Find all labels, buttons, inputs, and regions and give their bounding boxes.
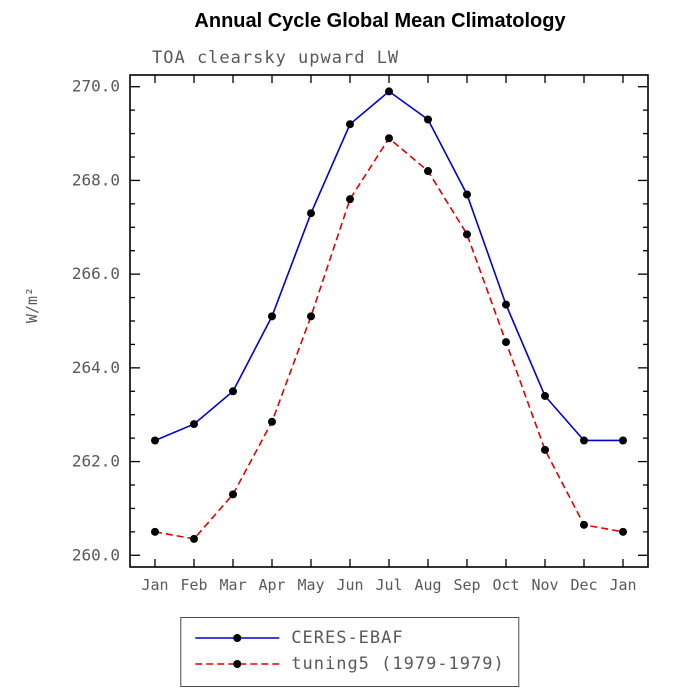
- legend-label-ceres-ebaf: CERES-EBAF: [291, 628, 404, 648]
- y-axis-ticks: 260.0 262.0 264.0 266.0 268.0 270.0: [72, 77, 648, 564]
- x-tick-label: Mar: [219, 576, 246, 594]
- series-line-1: [154, 137, 624, 540]
- legend: CERES-EBAF tuning5 (1979-1979): [180, 617, 520, 687]
- x-tick-label: Jun: [336, 576, 363, 594]
- chart-title: Annual Cycle Global Mean Climatology: [194, 10, 566, 32]
- x-tick-label: Nov: [531, 576, 558, 594]
- axes-frame: [129, 74, 649, 568]
- series-markers-0: [151, 87, 627, 445]
- series-markers-1: [151, 134, 627, 543]
- y-tick-label: 270.0: [72, 77, 120, 96]
- legend-label-tuning5: tuning5 (1979-1979): [291, 654, 505, 674]
- x-tick-label: Dec: [570, 576, 597, 594]
- x-tick-label: Feb: [180, 576, 207, 594]
- x-tick-label: Jul: [375, 576, 402, 594]
- chart-subtitle: TOA clearsky upward LW: [152, 48, 400, 68]
- y-tick-label: 266.0: [72, 264, 120, 283]
- x-tick-label: Aug: [414, 576, 441, 594]
- series-line-0: [154, 90, 623, 442]
- plot-area: 260.0 262.0 264.0 266.0 268.0 270.0 Jan Feb Mar A…: [72, 74, 649, 594]
- x-tick-label: Oct: [492, 576, 519, 594]
- y-tick-label: 260.0: [72, 545, 120, 564]
- legend-item-tuning5: tuning5 (1979-1979): [193, 651, 504, 677]
- x-tick-label: Jan: [141, 576, 168, 594]
- legend-swatch-ceres-ebaf: [195, 634, 280, 642]
- x-tick-label: Sep: [453, 576, 480, 594]
- y-tick-label: 268.0: [72, 170, 120, 189]
- x-axis-ticks: Jan Feb Mar Apr May Jun Jul Aug Sep Oct Nov Dec Jan: [141, 75, 637, 594]
- x-tick-label: Jan: [609, 576, 636, 594]
- legend-item-ceres-ebaf: CERES-EBAF: [193, 625, 504, 651]
- x-tick-label: May: [297, 576, 324, 594]
- x-tick-label: Apr: [258, 576, 285, 594]
- y-tick-label: 264.0: [72, 358, 120, 377]
- y-tick-label: 262.0: [72, 452, 120, 471]
- legend-swatch-tuning5: [195, 660, 280, 668]
